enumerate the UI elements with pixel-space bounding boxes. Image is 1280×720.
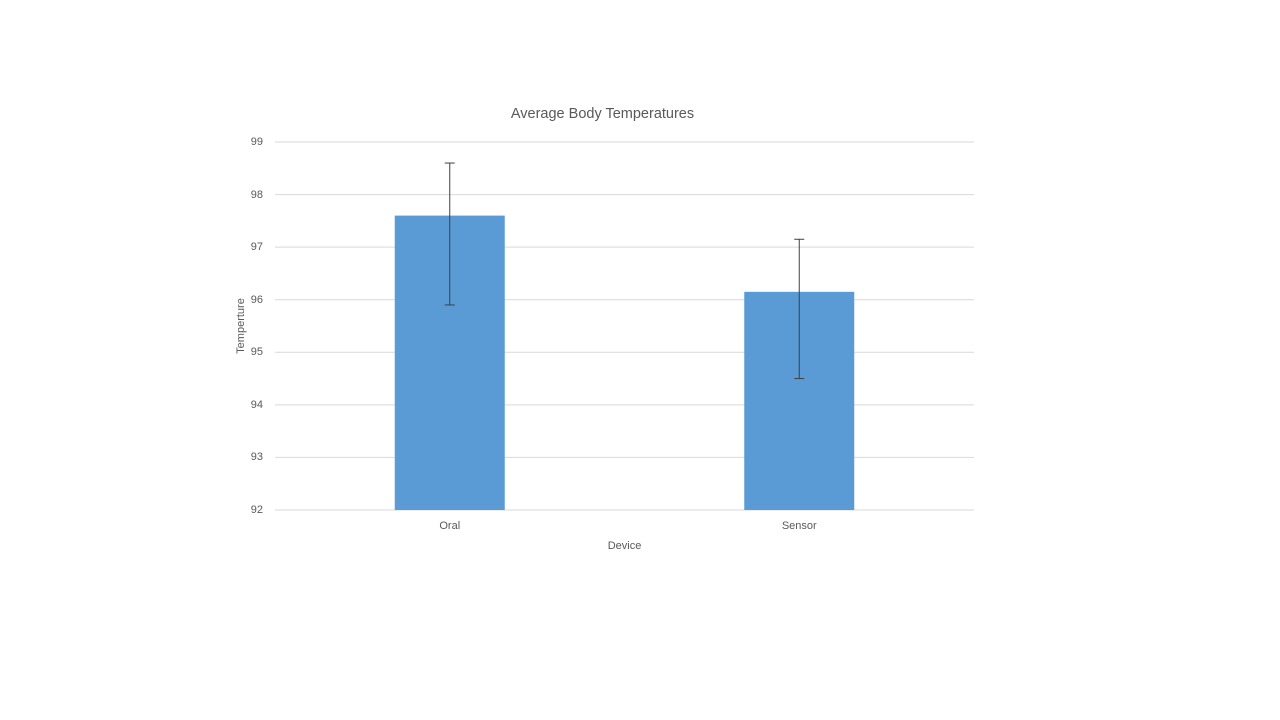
y-tick-label: 94 [250, 398, 263, 411]
x-tick-label-sensor: Sensor [781, 520, 817, 532]
y-tick-label: 96 [250, 293, 263, 306]
y-tick-label: 95 [250, 346, 263, 359]
y-tick-label: 97 [250, 241, 263, 254]
x-tick-label-oral: Oral [439, 520, 461, 532]
x-axis-title[interactable]: Device [607, 540, 642, 552]
y-tick-label: 92 [250, 504, 263, 516]
y-tick-label: 98 [250, 188, 263, 201]
y-tick-label: 99 [250, 136, 263, 148]
y-tick-label: 93 [250, 451, 263, 464]
chart-title[interactable]: Average Body Temperatures [510, 106, 695, 122]
